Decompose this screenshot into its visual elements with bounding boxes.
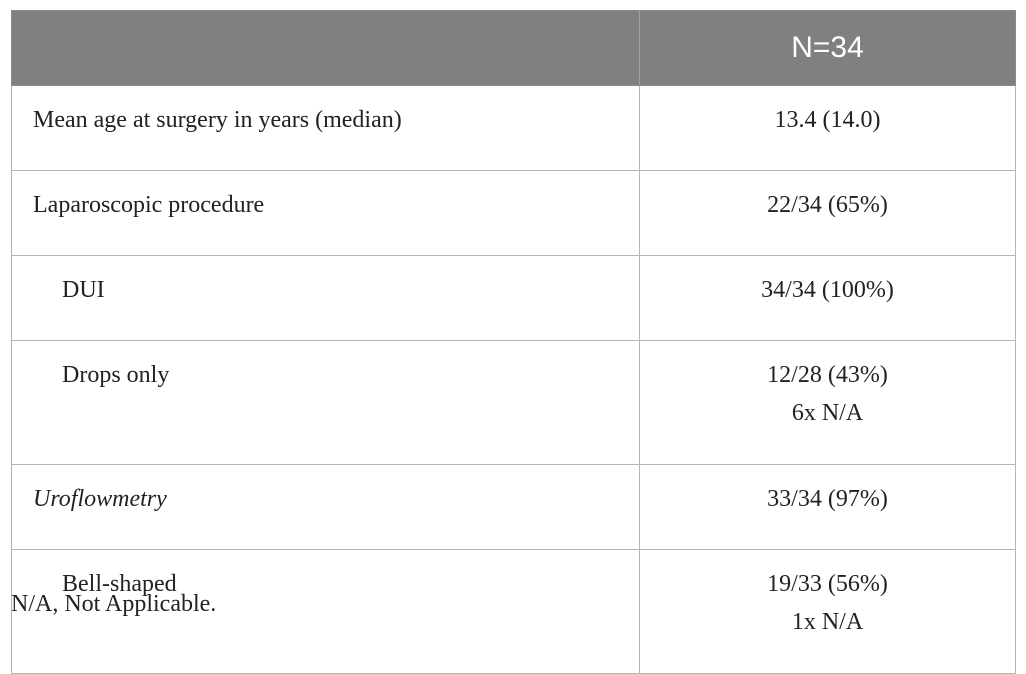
table-footnote: N/A, Not Applicable. xyxy=(11,591,217,617)
value-line: 22/34 (65%) xyxy=(767,192,888,218)
value-line: 13.4 (14.0) xyxy=(774,107,881,133)
table-row: Drops only 12/28 (43%) 6x N/A xyxy=(11,340,1016,465)
value-line-na: 6x N/A xyxy=(791,400,864,426)
row-value-bell-shaped: 19/33 (56%) 1x N/A xyxy=(639,549,1016,674)
row-value-uroflowmetry: 33/34 (97%) xyxy=(639,464,1016,550)
row-value-mean-age: 13.4 (14.0) xyxy=(639,85,1016,171)
table-header-row: N=34 xyxy=(11,10,1016,86)
table-row: Laparoscopic procedure 22/34 (65%) xyxy=(11,170,1016,256)
value-line-na: 1x N/A xyxy=(791,609,864,635)
data-table: N=34 Mean age at surgery in years (media… xyxy=(11,10,1016,674)
header-n-cell: N=34 xyxy=(639,10,1016,86)
value-line: 12/28 (43%) xyxy=(767,362,888,388)
row-value-dui: 34/34 (100%) xyxy=(639,255,1016,341)
table-row: DUI 34/34 (100%) xyxy=(11,255,1016,341)
row-label-drops-only: Drops only xyxy=(11,340,640,465)
table-row: Uroflowmetry 33/34 (97%) xyxy=(11,464,1016,550)
table-row: Mean age at surgery in years (median) 13… xyxy=(11,85,1016,171)
header-label-cell xyxy=(11,10,640,86)
row-label-uroflowmetry: Uroflowmetry xyxy=(11,464,640,550)
row-label-laparoscopic: Laparoscopic procedure xyxy=(11,170,640,256)
row-value-laparoscopic: 22/34 (65%) xyxy=(639,170,1016,256)
value-line: 19/33 (56%) xyxy=(767,571,888,597)
row-value-drops-only: 12/28 (43%) 6x N/A xyxy=(639,340,1016,465)
value-line: 33/34 (97%) xyxy=(767,486,888,512)
value-line: 34/34 (100%) xyxy=(761,277,894,303)
row-label-dui: DUI xyxy=(11,255,640,341)
row-label-mean-age: Mean age at surgery in years (median) xyxy=(11,85,640,171)
